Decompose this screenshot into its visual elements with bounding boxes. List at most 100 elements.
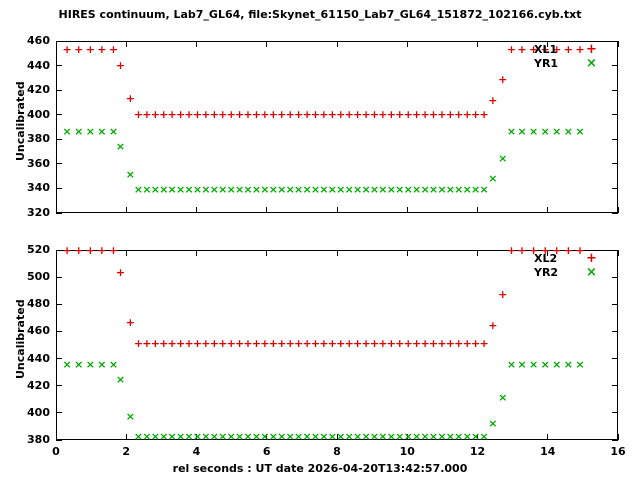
data-point-yr2: ×: [428, 430, 439, 444]
x-axis-tick: [477, 250, 478, 256]
data-point-xl2: +: [412, 336, 422, 350]
data-point-yr1: ×: [201, 182, 211, 196]
data-point-xl2: +: [454, 336, 464, 350]
y-axis-tick: [56, 138, 62, 140]
x-axis-tick: [477, 41, 478, 47]
data-point-yr2: ×: [243, 430, 253, 444]
x-axis-tick: [406, 250, 408, 256]
data-point-yr2: ×: [437, 430, 447, 444]
data-point-yr2: ×: [528, 358, 539, 372]
x-axis-tick: [266, 250, 268, 256]
x-axis-tick: [336, 41, 338, 47]
x-axis-tick: [336, 434, 338, 440]
data-point-yr1: ×: [403, 182, 413, 196]
data-point-xl2: +: [575, 244, 585, 258]
x-axis-tick-label: 4: [192, 445, 201, 458]
data-point-yr1: ×: [498, 151, 508, 165]
data-point-xl1: +: [454, 107, 464, 121]
data-point-yr2: ×: [353, 430, 363, 444]
data-point-yr1: ×: [192, 182, 203, 196]
data-point-yr2: ×: [142, 430, 152, 444]
data-point-yr1: ×: [150, 182, 160, 196]
data-point-xl1: +: [517, 42, 527, 56]
data-point-xl2: +: [310, 336, 321, 350]
data-point-yr2: ×: [150, 430, 160, 444]
data-point-xl2: +: [403, 336, 413, 350]
x-axis-tick: [617, 434, 619, 440]
data-point-yr1: ×: [386, 182, 396, 196]
data-point-xl1: +: [540, 42, 550, 56]
data-point-xl2: +: [336, 336, 346, 350]
data-point-yr2: ×: [395, 430, 405, 444]
data-point-xl2: +: [327, 336, 337, 350]
data-point-yr2: ×: [175, 430, 186, 444]
y-axis-tick: [612, 187, 618, 189]
data-point-xl2: +: [386, 336, 396, 350]
data-point-xl1: +: [201, 107, 211, 121]
data-point-yr1: ×: [517, 124, 527, 138]
data-point-xl1: +: [243, 107, 253, 121]
data-point-xl1: +: [369, 107, 380, 121]
data-point-xl1: +: [150, 107, 160, 121]
data-point-xl2: +: [285, 336, 295, 350]
data-point-xl2: +: [395, 336, 405, 350]
data-point-xl2: +: [74, 244, 84, 258]
data-point-yr1: ×: [277, 182, 287, 196]
data-point-yr2: ×: [552, 358, 562, 372]
y-axis-tick: [56, 187, 62, 189]
y-axis-tick: [612, 412, 618, 414]
data-point-yr2: ×: [386, 430, 396, 444]
data-point-yr2: ×: [319, 430, 329, 444]
data-point-xl2: +: [218, 336, 228, 350]
data-point-yr1: ×: [462, 182, 472, 196]
data-point-yr2: ×: [327, 430, 337, 444]
y-axis-tick-label: 440: [27, 58, 50, 72]
y-axis-tick: [56, 249, 62, 251]
data-point-yr2: ×: [563, 358, 573, 372]
data-point-yr1: ×: [184, 182, 194, 196]
data-point-yr1: ×: [327, 182, 337, 196]
data-point-xl1: +: [302, 107, 312, 121]
data-point-yr2: ×: [294, 430, 304, 444]
legend: XL1 + YR1 ×: [534, 43, 618, 73]
x-axis-tick: [125, 250, 127, 256]
data-point-yr1: ×: [243, 182, 253, 196]
data-point-yr2: ×: [192, 430, 203, 444]
legend-key-xl1: +: [586, 42, 597, 57]
data-point-xl2: +: [175, 336, 186, 350]
x-axis-tick: [406, 41, 408, 47]
data-point-xl2: +: [344, 336, 354, 350]
data-point-xl1: +: [403, 107, 413, 121]
data-point-yr1: ×: [133, 182, 144, 196]
data-point-yr2: ×: [85, 358, 95, 372]
y-axis-tick-label: 340: [27, 181, 50, 195]
data-point-xl2: +: [125, 316, 135, 330]
data-point-yr2: ×: [285, 430, 295, 444]
y-axis-tick: [56, 412, 62, 414]
data-point-yr1: ×: [361, 182, 371, 196]
data-point-xl2: +: [159, 336, 169, 350]
y-axis-tick: [612, 89, 618, 91]
data-point-xl1: +: [336, 107, 346, 121]
data-point-xl2: +: [369, 336, 380, 350]
x-axis-tick: [266, 41, 268, 47]
y-axis-tick: [612, 385, 618, 387]
data-point-xl2: +: [462, 336, 472, 350]
data-point-xl2: +: [115, 266, 126, 280]
y-axis-tick: [612, 276, 618, 278]
data-point-yr1: ×: [226, 182, 236, 196]
data-point-yr2: ×: [184, 430, 194, 444]
data-point-yr2: ×: [209, 430, 219, 444]
data-point-yr2: ×: [403, 430, 413, 444]
x-axis-tick: [266, 434, 268, 440]
data-point-yr1: ×: [344, 182, 354, 196]
data-point-xl1: +: [528, 42, 539, 56]
data-point-xl1: +: [218, 107, 228, 121]
y-axis-tick-label: 500: [27, 270, 50, 284]
data-point-xl2: +: [302, 336, 312, 350]
data-point-yr2: ×: [336, 430, 346, 444]
y-axis-tick: [612, 65, 618, 67]
x-axis-tick: [125, 207, 127, 213]
